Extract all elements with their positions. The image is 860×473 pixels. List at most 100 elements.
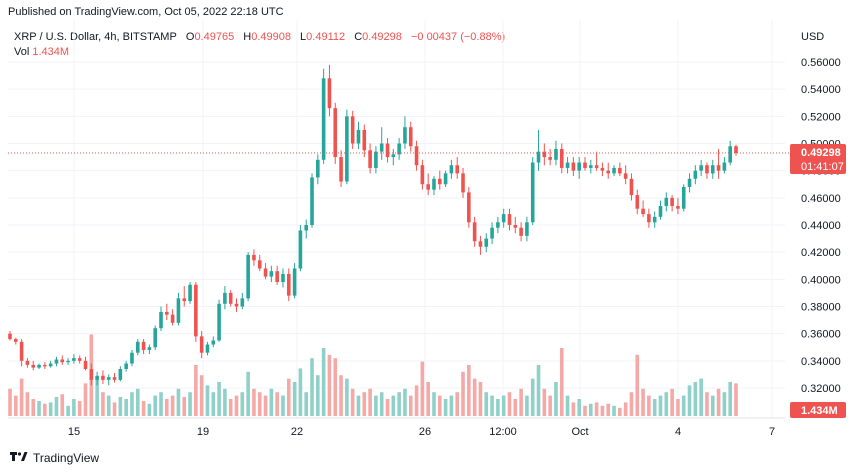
volume-bar: [356, 395, 361, 416]
candle-body: [408, 127, 413, 147]
candle-body: [234, 303, 239, 307]
legend-high-label: H: [243, 31, 252, 43]
candle-body: [194, 284, 198, 337]
candle-body: [130, 352, 134, 364]
candle-body: [310, 177, 314, 225]
candle-body: [48, 363, 53, 367]
volume-bar: [734, 383, 738, 416]
volume-bar: [211, 392, 216, 416]
volume-bar: [461, 371, 465, 416]
legend-low-value: 0.49112: [306, 31, 346, 43]
time-axis: 15 19 22 26 12:00 Oct 4 7: [8, 417, 785, 438]
volume-bar: [374, 395, 378, 416]
candle-body: [124, 363, 128, 369]
candle-body: [257, 260, 262, 269]
candle-body: [484, 238, 489, 247]
candle-body: [298, 230, 303, 269]
volume-bar: [263, 395, 268, 416]
candle-body: [199, 336, 204, 353]
volume-bar: [240, 392, 245, 416]
volume-bar: [513, 399, 518, 416]
volume-bar: [420, 361, 425, 416]
volume-bar: [170, 395, 175, 416]
volume-bar: [130, 392, 134, 416]
volume-bar: [43, 403, 47, 416]
ohlc-legend: XRP / U.S. Dollar, 4h, BITSTAMP O0.49765…: [14, 31, 505, 43]
volume-bar: [699, 378, 703, 416]
candle-body: [635, 195, 640, 209]
volume-bar: [281, 395, 285, 416]
volume-bar: [670, 388, 674, 416]
volume-bar: [507, 392, 512, 416]
time-tick-label: Oct: [571, 426, 588, 438]
candle-body: [606, 170, 611, 174]
candle-body: [420, 165, 425, 185]
tradingview-brand[interactable]: TradingView: [10, 451, 99, 465]
volume-bar: [403, 388, 407, 416]
candle-body: [77, 358, 82, 361]
candle-body: [455, 165, 460, 174]
volume-bar: [286, 378, 291, 416]
volume-bar: [298, 368, 303, 416]
candle-body: [461, 173, 465, 193]
candle-body: [275, 271, 279, 283]
candle-body: [246, 254, 250, 299]
volume-bar: [118, 396, 123, 416]
volume-bar: [467, 365, 471, 416]
candle-body: [588, 165, 593, 168]
volume-bar: [141, 401, 146, 416]
volume-bar: [478, 382, 483, 416]
candle-body: [559, 148, 564, 168]
legend-close-value: 0.49298: [362, 31, 402, 43]
chart-grid: [8, 20, 785, 418]
candle-body: [286, 273, 291, 296]
volume-bar: [188, 392, 192, 416]
volume-bar: [618, 407, 622, 416]
legend-change: −0.00437 (−0.88%): [410, 31, 506, 43]
candle-body: [43, 364, 47, 367]
currency-label: USD: [801, 31, 825, 43]
candle-body: [641, 208, 645, 215]
volume-bar: [623, 402, 628, 416]
volume-bar: [194, 365, 198, 416]
volume-bar: [676, 399, 680, 416]
candle-body: [188, 284, 192, 302]
volume-bar: [408, 395, 413, 416]
candle-body: [170, 314, 175, 323]
countdown-text: 01:41:07: [801, 161, 844, 173]
candle-body: [670, 197, 674, 206]
candle-body: [217, 303, 221, 341]
candle-body: [135, 341, 140, 353]
price-tick-label: 0.34000: [801, 356, 841, 368]
candle-body: [31, 364, 36, 368]
volume-bar: [345, 378, 349, 416]
volume-bar: [437, 395, 442, 416]
candle-body: [623, 173, 628, 179]
time-tick-label: 26: [419, 426, 431, 438]
volume-bar: [681, 395, 686, 416]
price-tick-label: 0.42000: [801, 247, 841, 259]
volume-bar: [368, 388, 372, 416]
candle-body: [443, 173, 448, 185]
time-tick-label: 22: [291, 426, 303, 438]
candle-body: [571, 162, 576, 171]
candle-body: [687, 178, 692, 187]
legend-high-value: 0.49908: [251, 31, 291, 43]
legend-low-label: L: [300, 31, 307, 43]
candle-body: [19, 341, 24, 361]
candle-body: [333, 108, 338, 158]
candle-body: [321, 78, 326, 160]
volume-bar: [606, 403, 611, 416]
legend-symbol[interactable]: XRP / U.S. Dollar, 4h, BITSTAMP: [14, 31, 177, 43]
candle-body: [25, 360, 30, 365]
volume-bar: [652, 399, 657, 416]
volume-bar: [426, 382, 430, 416]
volume-bar: [153, 395, 158, 416]
volume-bars: [8, 334, 738, 416]
volume-bar: [705, 392, 709, 416]
candle-body: [66, 360, 70, 363]
volume-bar: [443, 399, 448, 416]
candle-body: [629, 178, 634, 196]
volume-bar: [490, 395, 494, 416]
